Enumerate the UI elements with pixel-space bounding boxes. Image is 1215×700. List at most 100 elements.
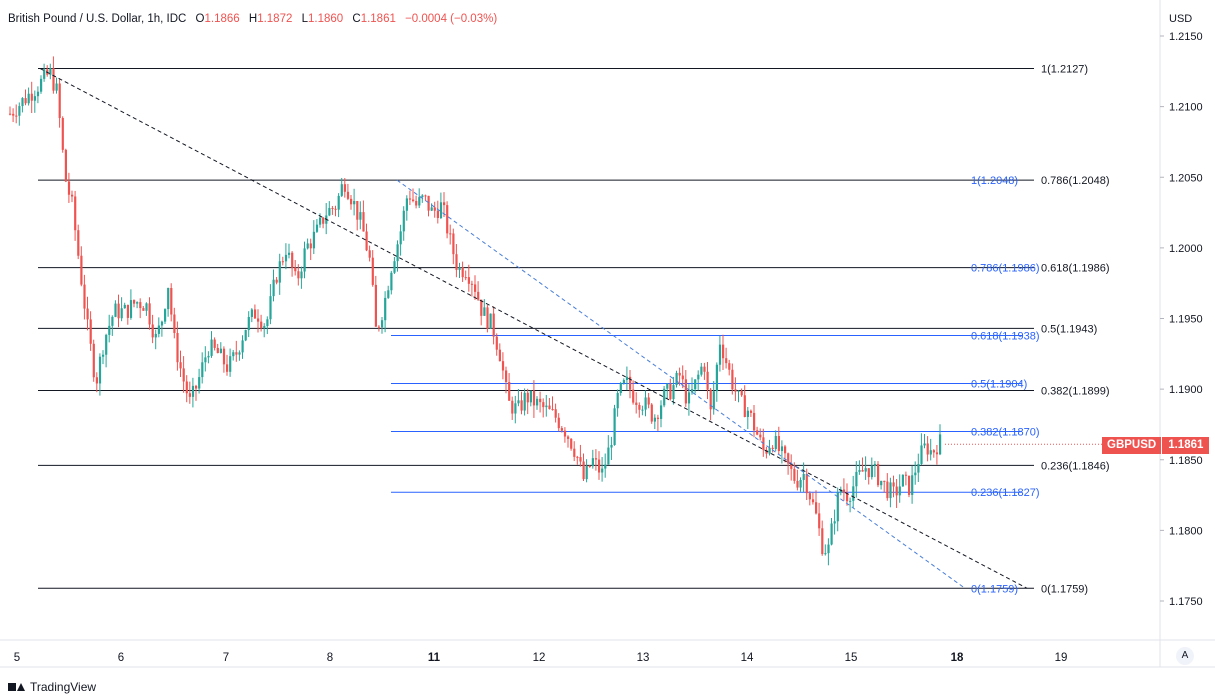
candle-body [815,502,818,514]
time-axis: 5 6 7 8 11 12 13 14 15 18 19 [14,652,1068,664]
candle-body [43,69,46,79]
candle-body [334,208,337,210]
price-tag-symbol: GBPUSD [1102,437,1162,454]
candle-body [718,344,722,365]
candle-body [861,470,864,472]
candle-body [557,417,560,429]
candle-body [687,392,691,404]
fib-blue-level-label: 1(1.2048) [971,175,1018,187]
candle-body [381,320,384,328]
candle-body [864,468,867,472]
candle-body [625,376,629,381]
candle-body [170,288,173,315]
candle-body [932,450,935,453]
candle-body [585,465,588,480]
candle-body [402,210,405,232]
candle-body [365,231,368,251]
candle-body [222,348,226,365]
fib-level-label: 1(1.2127) [1041,63,1088,75]
candle-body [179,362,182,369]
candle-body [139,302,142,309]
candle-body [340,184,343,196]
candle-body [604,464,607,469]
price-tick-label: 1.2150 [1169,31,1203,43]
candle-body [607,447,610,465]
brand-name: TradingView [30,680,97,694]
candle-body [867,468,870,478]
price-tag-price: 1.1861 [1162,437,1210,454]
candle-body [331,207,334,209]
time-tick-label: 6 [118,652,124,664]
candle-body [55,83,58,91]
candle-body [433,207,436,211]
candle-body [136,302,139,304]
candle-body [914,472,917,476]
fib-level-label: 0.382(1.1899) [1041,386,1110,398]
candle-body [629,376,632,390]
candle-body [269,296,272,320]
time-tick-label: 12 [533,652,546,664]
candle-body [105,334,108,355]
candle-body [858,470,861,472]
candle-body [638,404,641,410]
currency-label: USD [1169,13,1193,25]
candle-body [536,398,539,406]
candle-body [588,465,591,467]
candle-body [328,207,331,216]
candle-body [424,195,427,197]
time-tick-label: 18 [951,652,964,664]
candle-body [427,195,430,211]
price-tick-label: 1.1800 [1169,525,1203,537]
candle-body [508,382,511,401]
time-tick-label: 15 [845,652,858,664]
fib-blue-level-label: 0.786(1.1986) [971,263,1040,275]
candle-body [253,309,257,319]
candle-body [666,384,669,389]
time-tick-label: 13 [637,652,650,664]
candle-body [790,463,793,469]
auto-scale-button[interactable]: A [1176,647,1194,665]
candle-body [678,372,681,376]
candle-body [74,196,77,231]
candle-body [244,330,247,341]
candle-body [610,444,613,448]
candle-body [743,395,746,417]
candle-body [95,377,98,384]
candle-body [793,468,796,481]
candle-body [635,402,638,405]
candle-body [399,231,402,245]
candle-body [579,457,582,462]
price-tick-label: 1.1950 [1169,314,1203,326]
candle-body [749,410,753,413]
price-tick-label: 1.2100 [1169,102,1203,114]
candle-body [266,319,269,327]
candle-body [288,252,291,255]
candle-body [520,400,523,411]
candle-body [64,149,67,182]
legend-open-label: O [195,13,205,25]
candle-body [61,118,64,150]
candle-body [371,257,374,285]
candle-body [207,355,210,358]
candle-body [880,480,883,486]
candle-body [681,375,684,380]
candle-body [111,316,114,326]
candle-body [601,468,604,473]
candle-body [935,452,939,455]
candle-body [613,408,616,445]
candle-body [839,489,842,493]
candle-body [480,299,483,316]
price-tick-label: 1.1750 [1169,596,1203,608]
candle-body [560,428,563,431]
candle-body [694,379,697,390]
candle-body [836,492,839,522]
candle-body [849,500,852,502]
fib-blue-level-label: 0.382(1.1870) [971,427,1040,439]
candle-body [616,393,619,409]
candle-body [802,473,805,480]
candle-body [824,553,827,555]
tradingview-brand[interactable]: TradingView [8,680,96,694]
blue-trend-line [396,179,966,589]
